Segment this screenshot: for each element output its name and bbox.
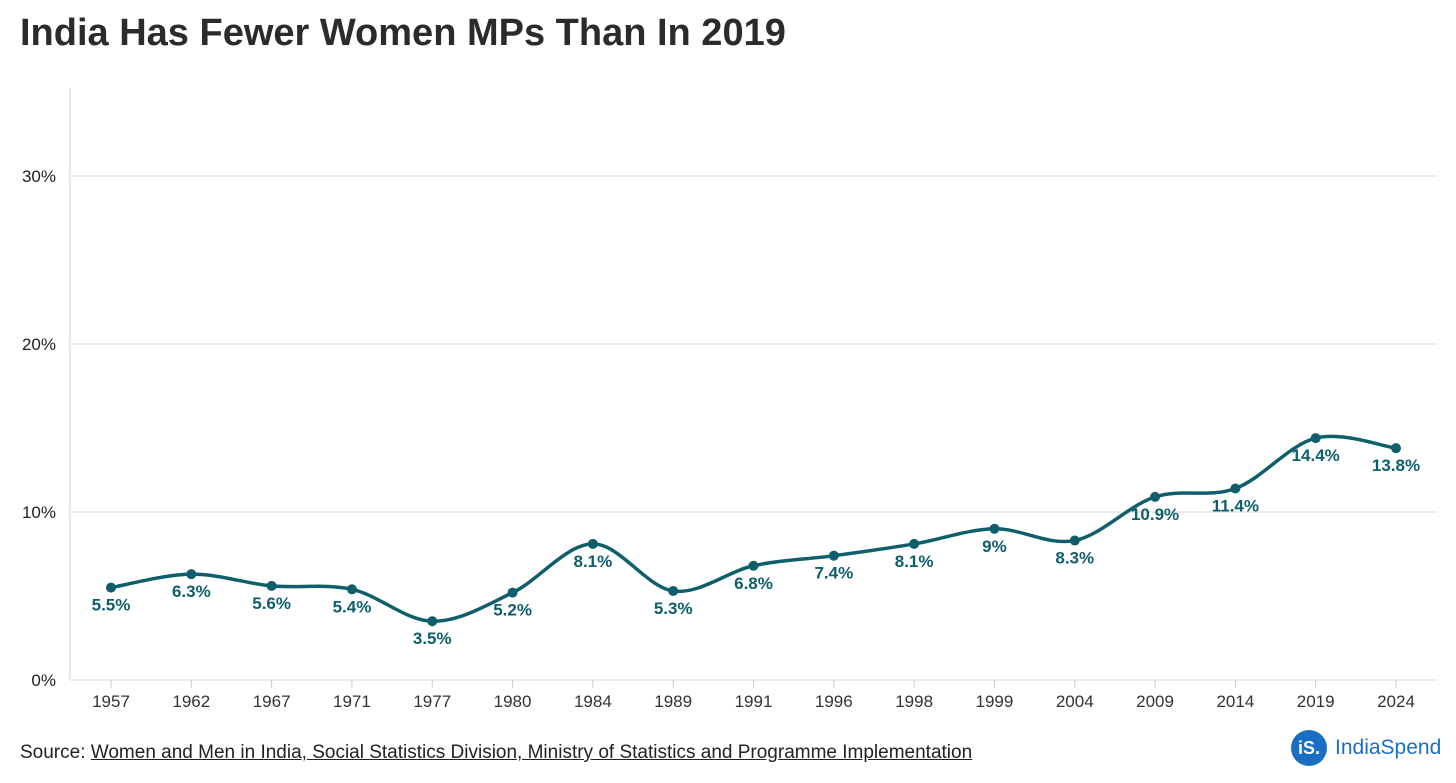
y-tick-label: 20% xyxy=(22,335,56,354)
logo-name: IndiaSpend xyxy=(1335,736,1442,759)
data-label: 8.3% xyxy=(1055,549,1094,568)
series-line xyxy=(110,434,1397,623)
data-point xyxy=(1391,443,1401,454)
data-point xyxy=(266,580,277,591)
x-tick-label: 1991 xyxy=(735,692,773,711)
x-tick-label: 2024 xyxy=(1377,692,1415,711)
y-tick-label: 30% xyxy=(22,167,56,186)
x-tick-label: 1980 xyxy=(494,692,532,711)
chart-title: India Has Fewer Women MPs Than In 2019 xyxy=(20,12,786,54)
x-tick-label: 1998 xyxy=(895,692,933,711)
data-label: 13.8% xyxy=(1372,456,1420,475)
x-tick-label: 1999 xyxy=(976,692,1014,711)
y-tick-label: 10% xyxy=(22,503,56,522)
data-point xyxy=(748,560,759,571)
y-tick-label: 0% xyxy=(31,671,56,690)
x-tick-label: 1967 xyxy=(253,692,291,711)
x-tick-label: 1971 xyxy=(333,692,371,711)
x-tick-label: 1957 xyxy=(92,692,130,711)
data-point xyxy=(587,538,598,549)
x-tick-label: 1996 xyxy=(815,692,853,711)
data-label: 9% xyxy=(982,537,1007,556)
data-label: 5.4% xyxy=(333,597,372,616)
data-label: 8.1% xyxy=(895,552,934,571)
x-tick-label: 2014 xyxy=(1216,692,1254,711)
x-tick-label: 1984 xyxy=(574,692,612,711)
source-prefix: Source: xyxy=(20,742,91,763)
logo-badge-icon: iS. xyxy=(1291,730,1327,766)
data-point xyxy=(427,616,438,627)
x-tick-label: 2004 xyxy=(1056,692,1094,711)
data-point xyxy=(186,569,197,580)
data-label: 5.6% xyxy=(252,594,291,613)
source-note: Source: Women and Men in India, Social S… xyxy=(20,742,972,764)
data-label: 11.4% xyxy=(1212,496,1259,515)
data-point xyxy=(989,523,1000,534)
data-point xyxy=(1069,535,1080,546)
data-point xyxy=(828,550,839,561)
indiaspend-logo: iS. IndiaSpend xyxy=(1291,730,1441,766)
data-label: 5.2% xyxy=(493,601,532,620)
x-tick-label: 1977 xyxy=(413,692,451,711)
data-point xyxy=(346,584,357,595)
data-label: 5.5% xyxy=(92,596,131,615)
data-label: 6.8% xyxy=(734,574,773,593)
data-point xyxy=(1150,491,1161,502)
data-label: 6.3% xyxy=(172,582,211,601)
x-tick-label: 1962 xyxy=(172,692,210,711)
x-tick-label: 1989 xyxy=(654,692,692,711)
x-tick-label: 2019 xyxy=(1297,692,1335,711)
x-tick-label: 2009 xyxy=(1136,692,1174,711)
data-point xyxy=(909,538,920,549)
data-label: 5.3% xyxy=(654,599,693,618)
data-label: 3.5% xyxy=(413,629,452,648)
data-point xyxy=(106,582,116,593)
data-point xyxy=(507,587,518,598)
data-label: 14.4% xyxy=(1292,446,1340,465)
data-point xyxy=(1310,433,1321,444)
source-link[interactable]: Women and Men in India, Social Statistic… xyxy=(90,742,973,763)
data-label: 7.4% xyxy=(814,564,853,583)
data-label: 10.9% xyxy=(1131,505,1179,524)
data-label: 8.1% xyxy=(574,552,613,571)
data-point xyxy=(1230,483,1241,494)
data-point xyxy=(668,585,679,596)
